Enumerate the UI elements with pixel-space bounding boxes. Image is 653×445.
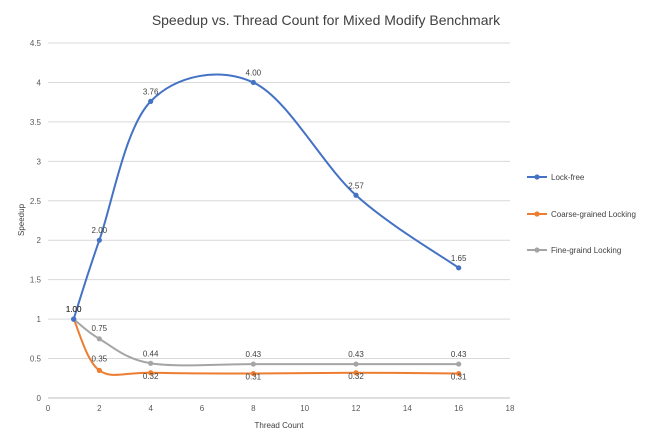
data-point <box>456 361 462 367</box>
data-point <box>96 237 102 243</box>
data-point <box>353 192 359 198</box>
data-label: 0.43 <box>246 350 262 359</box>
data-label: 3.76 <box>143 87 159 96</box>
x-tick-label: 14 <box>403 404 412 413</box>
data-label: 0.35 <box>92 354 108 363</box>
y-axis-label: Speedup <box>17 203 26 236</box>
data-label: 0.31 <box>451 373 467 382</box>
data-label: 1.65 <box>451 254 467 263</box>
data-label: 4.00 <box>246 68 262 77</box>
legend: Lock-free Coarse-grained Locking Fine-grai… <box>527 173 636 255</box>
chart-title: Speedup vs. Thread Count for Mixed Modif… <box>152 12 501 28</box>
series-layer: 1.000.350.32 0.31 0.32 0.311.000.750.44 0.43… <box>66 68 467 381</box>
data-label: 0.43 <box>451 350 467 359</box>
x-tick-label: 12 <box>352 404 361 413</box>
data-label: 1.00 <box>66 305 82 314</box>
legend-item: Lock-free <box>527 173 585 182</box>
data-label: 0.43 <box>348 350 364 359</box>
data-point <box>96 336 102 342</box>
y-tick-label: 3 <box>37 157 42 166</box>
y-tick-label: 0.5 <box>30 355 42 364</box>
data-point <box>250 79 256 86</box>
y-tick-label: 4.5 <box>30 39 42 48</box>
x-tick-label: 6 <box>200 404 205 413</box>
y-tick-label: 1.5 <box>30 276 42 285</box>
data-point <box>250 370 256 377</box>
y-tick-label: 4 <box>37 78 42 87</box>
x-tick-label: 16 <box>454 404 463 413</box>
series-2 <box>71 316 462 367</box>
data-point <box>353 370 359 376</box>
data-point <box>456 265 462 271</box>
data-label: 2.00 <box>92 226 108 235</box>
legend-marker <box>534 174 540 180</box>
data-point <box>96 367 102 373</box>
series-1 <box>71 316 462 377</box>
y-tick-label: 2.5 <box>30 197 42 206</box>
y-tick-label: 2 <box>37 236 42 245</box>
x-tick-label: 0 <box>46 404 51 413</box>
data-label: 1.00 <box>66 305 82 314</box>
data-point <box>148 360 154 366</box>
gridlines <box>48 42 510 399</box>
x-axis-ticks: 0 2 4 6 8 10 12 14 16 18 <box>46 404 515 413</box>
x-tick-label: 10 <box>300 404 309 413</box>
data-label: 1.00 <box>66 305 82 314</box>
series-0 <box>71 73 462 322</box>
x-tick-label: 18 <box>506 404 515 413</box>
x-tick-label: 2 <box>97 404 102 413</box>
data-label: 2.57 <box>348 181 364 190</box>
x-tick-label: 8 <box>251 404 256 413</box>
legend-label: Fine-graind Locking <box>551 246 621 255</box>
x-tick-label: 4 <box>148 404 153 413</box>
data-label: 0.75 <box>92 324 108 333</box>
y-tick-label: 1 <box>37 315 42 324</box>
data-label: 0.31 <box>246 373 262 382</box>
x-axis-label: Thread Count <box>255 421 305 430</box>
series-line <box>72 318 459 376</box>
y-axis-ticks: 0 0.5 1 1.5 2 2.5 3 3.5 4 4.5 <box>30 39 42 403</box>
y-tick-label: 0 <box>37 394 42 403</box>
data-point <box>71 316 77 322</box>
data-point <box>456 370 462 377</box>
data-point <box>353 361 359 367</box>
data-label: 0.44 <box>143 349 159 358</box>
y-tick-label: 3.5 <box>30 118 42 127</box>
data-label: 0.32 <box>348 372 364 381</box>
data-point <box>148 98 154 104</box>
legend-item: Coarse-grained Locking <box>527 210 636 219</box>
data-point <box>250 361 256 367</box>
legend-label: Coarse-grained Locking <box>551 210 636 219</box>
legend-marker <box>534 211 540 217</box>
series-line <box>72 73 460 320</box>
legend-label: Lock-free <box>551 173 585 182</box>
legend-marker <box>534 247 540 253</box>
data-label: 0.32 <box>143 372 159 381</box>
data-point <box>148 370 154 376</box>
legend-item: Fine-graind Locking <box>527 246 621 255</box>
